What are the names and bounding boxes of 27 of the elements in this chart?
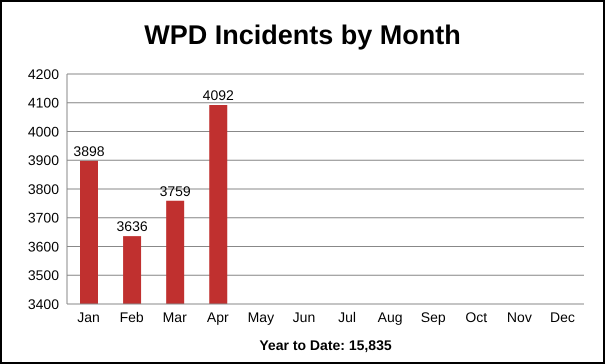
y-tick-label: 4200 (28, 66, 60, 82)
x-axis-title: Year to Date: 15,835 (259, 337, 392, 353)
x-tick-label: Sep (420, 308, 446, 325)
x-tick-label: Jun (292, 308, 316, 325)
data-label: 4092 (202, 87, 234, 104)
data-label: 3636 (116, 218, 148, 234)
y-tick-label: 3700 (28, 210, 60, 226)
data-label: 3759 (160, 182, 191, 199)
chart-title: WPD Incidents by Month (143, 19, 462, 52)
x-tick-label: Aug (378, 308, 403, 325)
y-tick-label: 3600 (28, 238, 60, 254)
y-tick-label: 4100 (28, 94, 60, 111)
y-tick-label: 3500 (28, 267, 60, 284)
x-tick-label: Mar (162, 308, 188, 325)
data-label: 3898 (73, 142, 105, 159)
x-tick-label: May (248, 308, 274, 325)
y-tick-label: 3900 (28, 152, 60, 168)
x-tick-label: Jul (338, 308, 356, 325)
x-tick-label: Nov (506, 308, 532, 325)
x-tick-label: Oct (465, 308, 488, 325)
y-tick-label: 3400 (28, 296, 60, 312)
x-tick-label: Jan (77, 308, 100, 325)
x-tick-label: Dec (550, 308, 575, 325)
x-tick-label: Apr (206, 308, 230, 325)
y-tick-label: 3800 (28, 180, 60, 197)
y-tick-label: 4000 (28, 123, 60, 140)
x-tick-label: Feb (120, 308, 144, 325)
